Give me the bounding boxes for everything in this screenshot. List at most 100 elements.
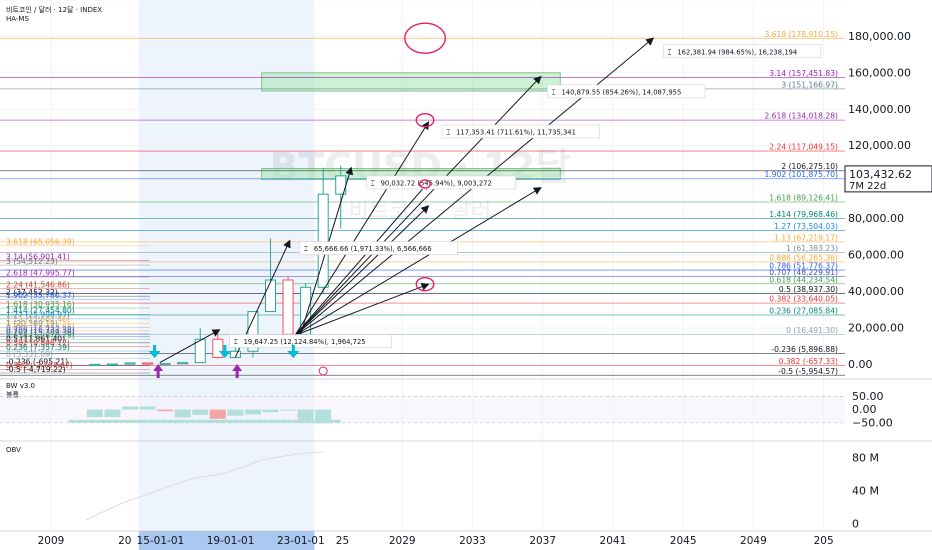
fib-label-right-0: 3.618 (178,910.15): [764, 30, 838, 39]
bw-tick-label: −50.00: [852, 416, 893, 429]
obv-title: OBV: [6, 446, 21, 454]
candle[interactable]: [212, 333, 224, 359]
fib-label-right-3: 2.618 (134,018.28): [764, 112, 838, 121]
up-arrow-marker: [232, 364, 243, 378]
candle[interactable]: [194, 328, 206, 364]
candle[interactable]: [265, 238, 276, 313]
projection-line-4[interactable]: [294, 205, 430, 336]
projection-line-3[interactable]: [294, 181, 430, 336]
cycle-arrow-0[interactable]: [159, 329, 221, 364]
candle[interactable]: [177, 362, 189, 365]
bw-bar: [280, 409, 297, 411]
measure-icon: ⌶: [234, 338, 238, 346]
bw-tick-label: 50.00: [852, 390, 884, 403]
fib-label-right-15: 0.618 (44,234.54): [769, 275, 838, 284]
measure-icon: ⌶: [551, 88, 555, 96]
fib-label-right-17: 0.382 (33,640.05): [769, 295, 838, 304]
candle[interactable]: [282, 276, 294, 337]
year-label: 2049: [740, 535, 767, 547]
projection-line-6[interactable]: [294, 187, 542, 336]
year-label-partial: 25: [336, 535, 349, 547]
fib-label-left-3: 2.618 (47,995.77): [6, 269, 75, 278]
measure-label-0[interactable]: ⌶ 19,647.25 (12,124.84%), 1,964,725: [229, 334, 392, 348]
event-flag-icon[interactable]: [318, 366, 328, 376]
target-circle-3[interactable]: [415, 277, 435, 292]
year-label: 2041: [600, 535, 627, 547]
fib-label-left-14: 0.707 (15,389.36): [6, 328, 75, 337]
projection-line-0[interactable]: [294, 121, 430, 336]
candle[interactable]: [142, 362, 154, 365]
date-range-highlight: [138, 0, 315, 550]
obv-pane[interactable]: OBV 80 M 40 M 0: [6, 446, 879, 531]
bw-pane[interactable]: BW v3.0볼륨 50.000.00−50.00: [0, 382, 893, 429]
fib-label-left-10: 1.13 (22,607.46): [6, 315, 70, 324]
bw-bar: [139, 406, 156, 410]
year-label: 2045: [670, 535, 697, 547]
bw-bar: [244, 409, 261, 415]
price-tick-label: 80,000.00: [848, 212, 904, 225]
candle[interactable]: [159, 363, 171, 366]
fib-label-right-5: 2 (106,275.10): [781, 162, 838, 171]
fib-label-left-13: 0.786 (16,737.38): [6, 326, 75, 335]
year-label: 2029: [389, 535, 416, 547]
obv-tick-label: 0: [852, 518, 859, 531]
fib-label-right-4: 2.24 (117,049.15): [769, 143, 838, 152]
measure-icon: ⌶: [446, 128, 450, 136]
bw-bar: [174, 409, 191, 418]
bw-bar: [297, 409, 314, 422]
measure-label-2[interactable]: ⌶ 90,032.72 (545.94%), 9,003,272: [366, 175, 516, 190]
fib-label-right-9: 1.27 (73,504.03): [774, 222, 838, 231]
fib-label-right-16: 0.5 (38,937.30): [779, 285, 838, 294]
price-tick-label: 140,000.00: [848, 103, 911, 116]
candle[interactable]: [124, 362, 136, 365]
target-circle-0[interactable]: [404, 22, 446, 54]
indicator-label[interactable]: HA-MS: [6, 15, 29, 23]
measure-icon: ⌶: [304, 245, 308, 253]
symbol-title[interactable]: 비트코인 / 달러 · 12달 · INDEX: [6, 6, 103, 14]
fib-label-right-20: -0.236 (5,896.88): [771, 345, 838, 354]
fib-label-right-14: 0.707 (48,229.91): [769, 268, 838, 277]
fib-label-left-7: 1.618 (30,935.16): [6, 300, 75, 309]
fib-label-right-8: 1.414 (79,968.46): [769, 210, 838, 219]
candle[interactable]: [317, 167, 329, 295]
target-zone-0[interactable]: [261, 72, 561, 92]
candle[interactable]: [106, 363, 118, 366]
measure-label-5[interactable]: ⌶ 162,381.94 (984.65%), 16,238,194: [663, 44, 822, 59]
year-label-partial: 20: [118, 535, 131, 547]
price-tick-label: 160,000.00: [848, 66, 911, 79]
price-axis[interactable]: 0.00 20,000.00 40,000.00 60,000.00 80,000.00…: [848, 30, 911, 371]
header: 비트코인 / 달러 · 12달 · INDEX HA-MS: [6, 6, 102, 24]
fib-label-left-11: 1 (20,389.19): [6, 319, 58, 328]
fib-label-left-15: 0.618 (13,870.79): [6, 331, 75, 340]
fib-label-right-6: 1.902 (101,875.70): [764, 170, 838, 179]
measure-icon: ⌶: [667, 48, 671, 56]
year-label: 2009: [38, 535, 65, 547]
fib-label-right-11: 1 (61,383.23): [786, 244, 838, 253]
fib-label-right-22: -0.5 (-5,954.57): [778, 367, 838, 376]
measure-label-3[interactable]: ⌶ 117,353.41 (711.61%), 11,735,341: [441, 124, 601, 139]
fib-label-left-8: 1.414 (27,454.80): [6, 306, 75, 315]
current-price-value: 103,432.62: [849, 168, 912, 181]
fib-label-right-18: 0.236 (27,085.84): [769, 307, 838, 316]
fib-label-left-6: 1.902 (35,780.37): [6, 291, 75, 300]
target-circle-2[interactable]: [418, 179, 432, 189]
projection-line-1[interactable]: [294, 75, 542, 336]
price-tick-label: 20,000.00: [848, 321, 904, 334]
price-tick-label: 40,000.00: [848, 285, 904, 298]
fib-label-right-21: 0.382 (-657.33): [779, 357, 838, 366]
target-circle-1[interactable]: [415, 112, 435, 128]
fib-label-right-10: 1.13 (67,219.17): [774, 233, 838, 242]
measure-label-1[interactable]: ⌶ 65,666.66 (1,971.33%), 6,566,666: [299, 241, 458, 255]
fib-label-left-21: 0.382 (-2,707.67): [6, 361, 73, 370]
measure-text: 19,647.25 (12,124.84%), 1,964,725: [244, 338, 366, 346]
candle[interactable]: [89, 363, 101, 367]
projection-line-5[interactable]: [294, 282, 430, 336]
measure-label-4[interactable]: ⌶ 140,879.55 (854.26%), 14,087,955: [547, 84, 706, 99]
obv-line[interactable]: [85, 451, 324, 521]
time-axis[interactable]: 2009 2029 2033 2037 2041 2045 2049 205 20 25 15-01…: [38, 531, 834, 550]
obv-tick-label: 80 M: [852, 452, 879, 465]
